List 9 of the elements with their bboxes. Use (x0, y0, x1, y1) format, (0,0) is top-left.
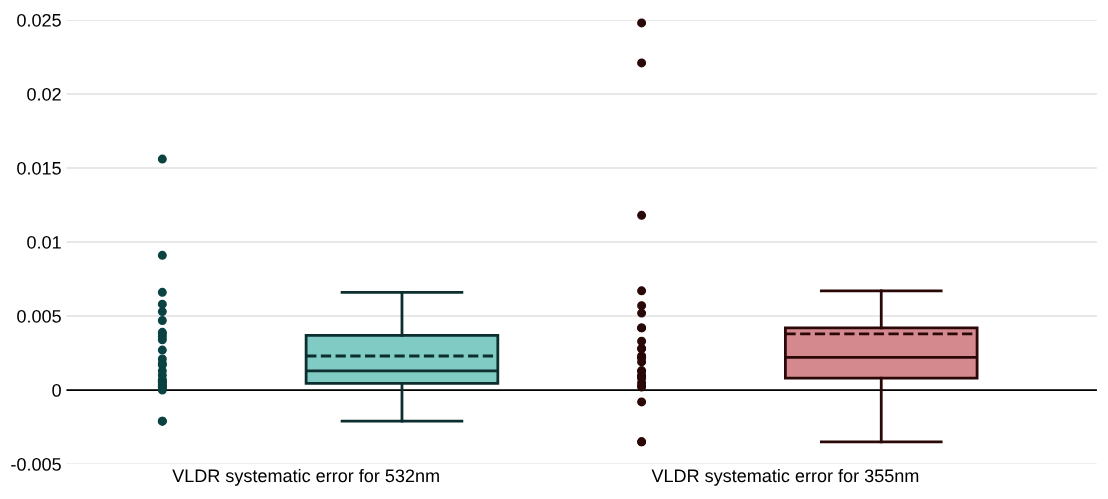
y-tick-label: 0.025 (17, 13, 61, 27)
y-tick-label: 0.005 (17, 309, 61, 323)
y-tick-label: 0.015 (17, 161, 61, 175)
x-tick-label: VLDR systematic error for 532nm (172, 468, 439, 486)
y-tick-label: 0.01 (27, 235, 61, 249)
y-tick-label: 0 (52, 383, 61, 397)
y-tick-label: -0.005 (11, 458, 61, 471)
x-tick-label: VLDR systematic error for 355nm (651, 468, 919, 486)
y-tick-label: 0.02 (27, 87, 61, 101)
